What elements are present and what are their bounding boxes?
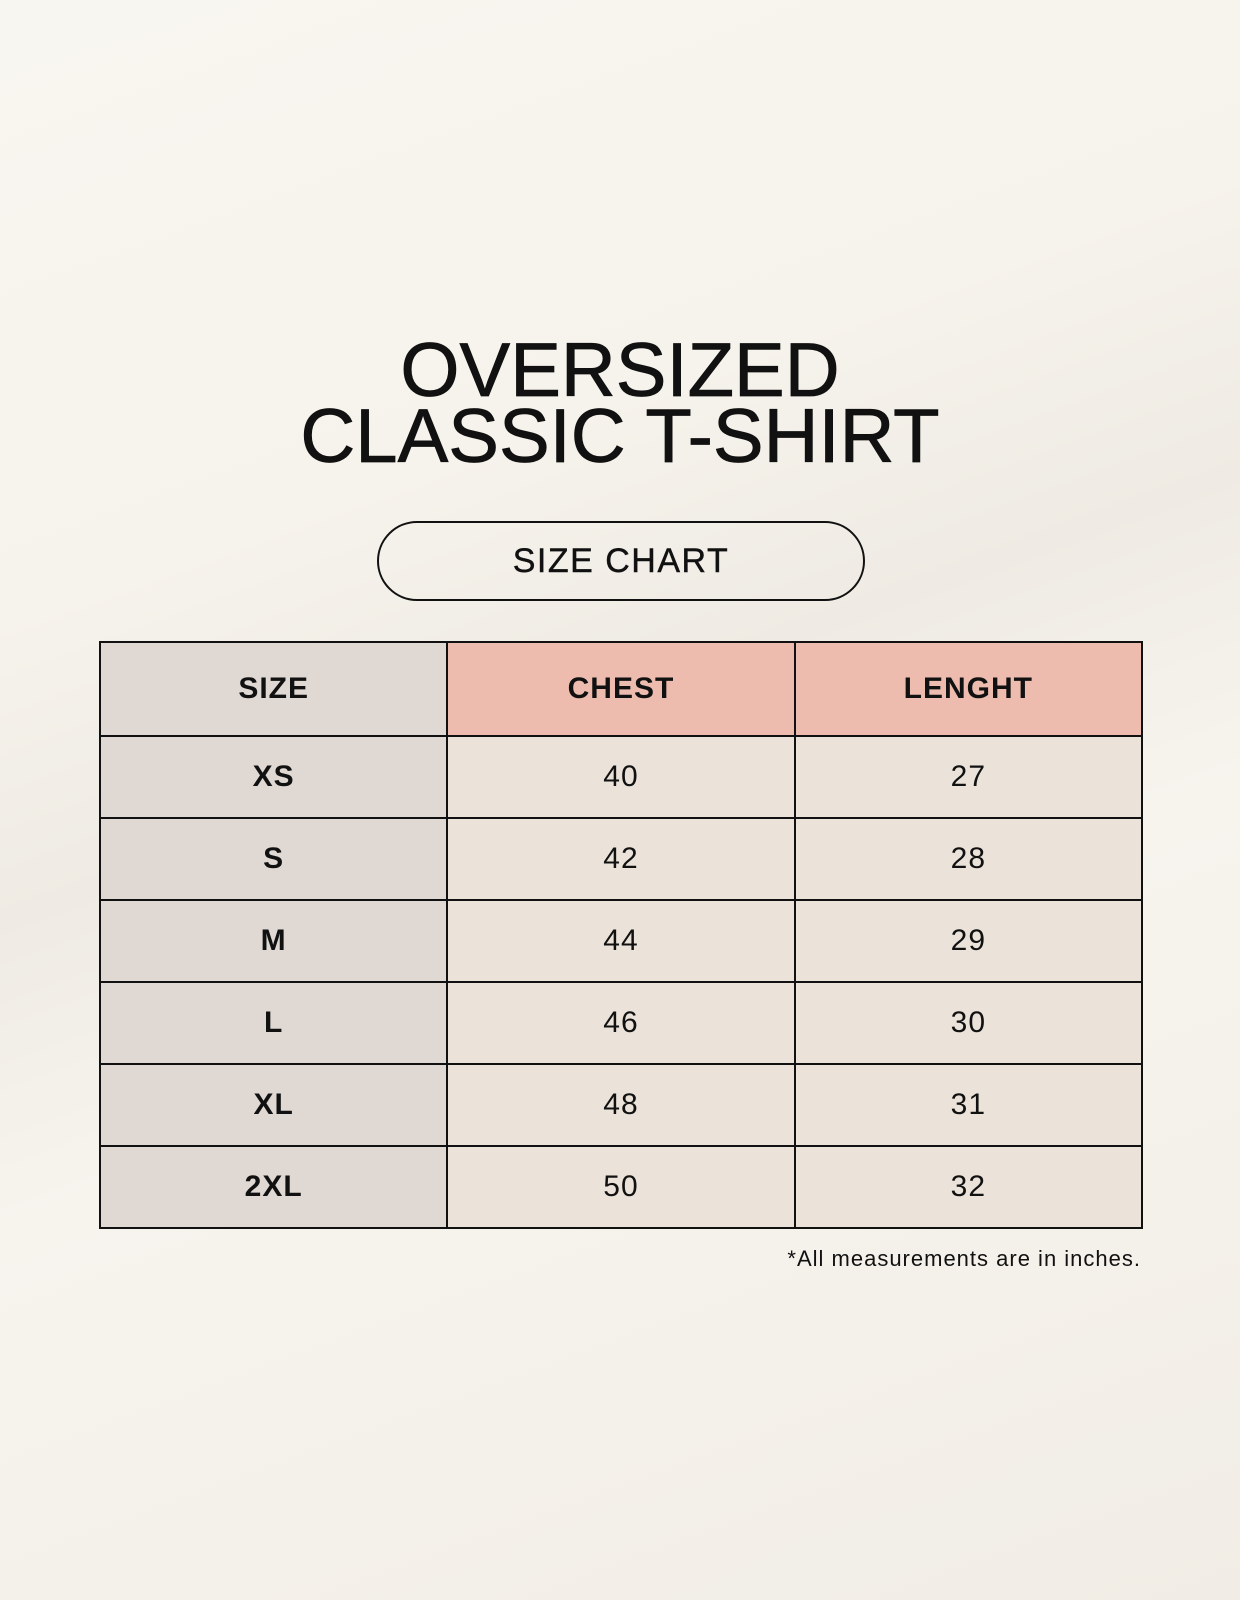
chest-cell: 46 [446, 981, 796, 1065]
length-cell: 28 [793, 817, 1144, 901]
header-size: SIZE [98, 641, 449, 737]
length-cell: 29 [793, 899, 1144, 983]
length-cell: 31 [793, 1063, 1144, 1147]
table-row: S 42 28 [98, 817, 1144, 901]
header-length: LENGHT [793, 641, 1144, 737]
table-row: XS 40 27 [98, 735, 1144, 819]
table-row: 2XL 50 32 [98, 1145, 1144, 1229]
size-cell: M [98, 899, 449, 983]
size-cell: XS [98, 735, 449, 819]
chest-cell: 48 [446, 1063, 796, 1147]
size-cell: S [98, 817, 449, 901]
header-chest: CHEST [446, 641, 796, 737]
table-row: XL 48 31 [98, 1063, 1144, 1147]
size-cell: XL [98, 1063, 449, 1147]
table-header-row: SIZE CHEST LENGHT [98, 641, 1144, 737]
title-line-2: CLASSIC T-SHIRT [300, 394, 940, 479]
chest-cell: 42 [446, 817, 796, 901]
size-cell: 2XL [98, 1145, 449, 1229]
title-line-1: OVERSIZED [400, 328, 840, 413]
chest-cell: 44 [446, 899, 796, 983]
length-cell: 27 [793, 735, 1144, 819]
footnote: *All measurements are in inches. [787, 1246, 1141, 1271]
chest-cell: 50 [446, 1145, 796, 1229]
page-title: OVERSIZED CLASSIC T-SHIRT [0, 328, 1240, 479]
length-cell: 30 [793, 981, 1144, 1065]
table-row: L 46 30 [98, 981, 1144, 1065]
table-row: M 44 29 [98, 899, 1144, 983]
chest-cell: 40 [446, 735, 796, 819]
size-chart-badge: SIZE CHART [377, 521, 865, 601]
length-cell: 32 [793, 1145, 1144, 1229]
size-chart-table: SIZE CHEST LENGHT XS 40 27 S 42 28 M 44 29 L 46 30 X… [98, 641, 1144, 1229]
size-cell: L [98, 981, 449, 1065]
